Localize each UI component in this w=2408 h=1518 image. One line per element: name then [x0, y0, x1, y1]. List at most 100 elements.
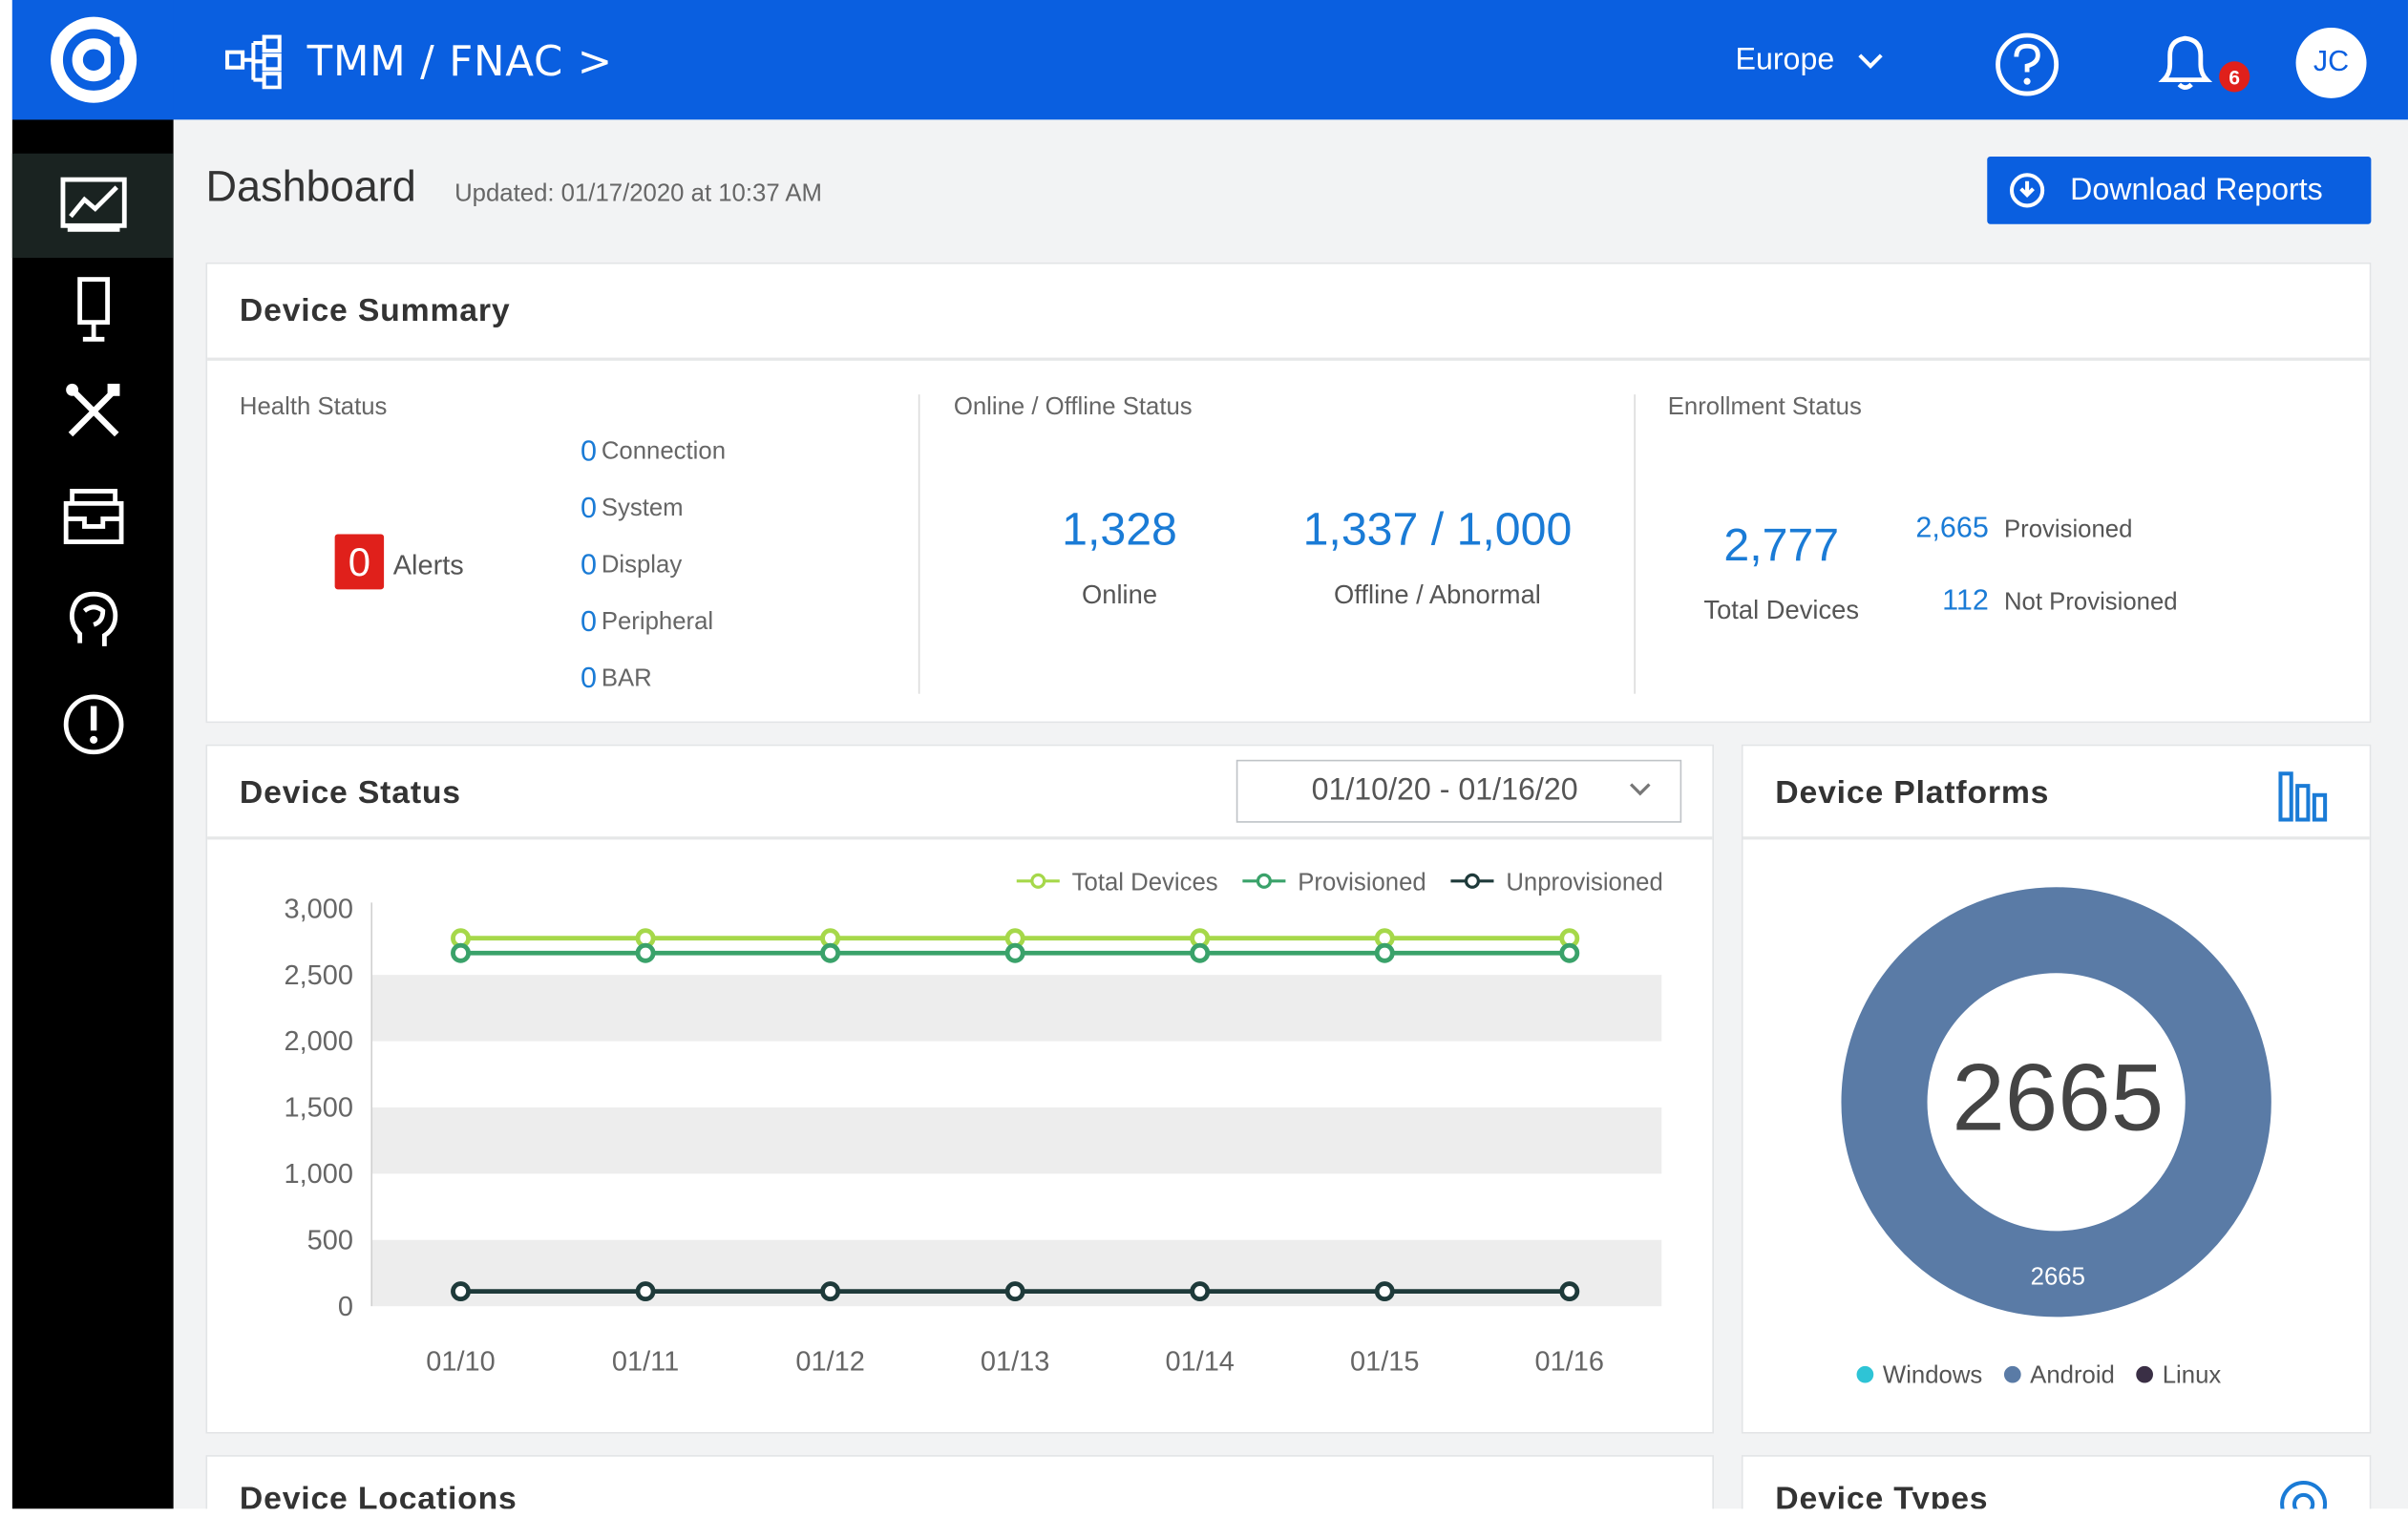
- notification-badge: 6: [2219, 61, 2250, 93]
- health-label: BAR: [601, 664, 652, 692]
- breadcrumb[interactable]: TMM / FNAC >: [224, 33, 613, 90]
- total-devices-count[interactable]: 2,777: [1723, 520, 1840, 572]
- grid-band: [371, 975, 1662, 1042]
- y-tick-label: 3,000: [284, 894, 352, 924]
- data-point[interactable]: [635, 1281, 656, 1302]
- total-devices-label: Total Devices: [1703, 595, 1860, 625]
- summary-divider: [918, 394, 920, 694]
- data-point[interactable]: [1374, 1281, 1395, 1302]
- help-icon[interactable]: [1994, 31, 2061, 98]
- health-label: Display: [601, 551, 683, 579]
- health-label: Peripheral: [601, 608, 714, 635]
- donut-segment-android[interactable]: [1841, 887, 2271, 1318]
- download-reports-button[interactable]: Download Reports: [1987, 156, 2372, 224]
- legend-marker: [1256, 873, 1272, 889]
- offline-count[interactable]: 1,337 / 1,000: [1302, 504, 1573, 556]
- sidebar: [11, 119, 174, 1509]
- provisioned-count[interactable]: 2,665: [1915, 512, 1989, 545]
- sidebar-item-dashboard[interactable]: [11, 153, 174, 259]
- x-tick-label: 01/10: [426, 1347, 495, 1378]
- not-provisioned-count[interactable]: 112: [1942, 584, 1989, 618]
- data-point[interactable]: [1374, 942, 1395, 963]
- health-count: 0: [580, 492, 597, 525]
- data-point[interactable]: [1004, 1281, 1025, 1302]
- sidebar-item-support[interactable]: [12, 568, 174, 672]
- y-tick-label: 2,500: [284, 960, 352, 991]
- device-platforms-header: Device Platforms: [1743, 746, 2370, 840]
- breadcrumb-text[interactable]: TMM / FNAC >: [306, 37, 613, 86]
- health-item-peripheral[interactable]: 0 Peripheral: [581, 594, 726, 650]
- bell-icon[interactable]: [2151, 28, 2219, 95]
- alert-icon: [62, 694, 123, 755]
- legend-dot: [1856, 1365, 1874, 1383]
- data-point[interactable]: [451, 1281, 471, 1302]
- app-logo-icon: [50, 16, 137, 103]
- enrollment-status-label: Enrollment Status: [1667, 394, 1862, 421]
- data-point[interactable]: [1190, 1281, 1211, 1302]
- donut-hole: [1929, 974, 2185, 1230]
- health-count: 0: [580, 548, 597, 581]
- sidebar-item-alerts[interactable]: [12, 672, 174, 776]
- data-point[interactable]: [1190, 942, 1211, 963]
- avatar[interactable]: JC: [2295, 27, 2367, 98]
- data-point[interactable]: [1004, 942, 1025, 963]
- x-tick-label: 01/12: [795, 1347, 864, 1378]
- legend-item-linux[interactable]: Linux: [2136, 1363, 2221, 1391]
- online-label: Online: [1081, 580, 1158, 610]
- platforms-donut-chart: [1841, 887, 2271, 1318]
- download-icon: [2009, 173, 2045, 208]
- legend-label[interactable]: Total Devices: [1072, 869, 1218, 896]
- bar-chart-icon[interactable]: [2277, 770, 2333, 823]
- support-icon: [69, 591, 117, 646]
- y-tick-label: 1,500: [284, 1093, 352, 1124]
- legend-label[interactable]: Unprovisioned: [1506, 869, 1662, 896]
- device-status-line-chart: 0 500 1,000 1,500 2,000 2,500 3,000 01/10 01/11 0…: [284, 869, 1662, 1378]
- device-status-header: Device Status 01/10/20 - 01/16/20: [207, 746, 1713, 840]
- x-tick-label: 01/15: [1350, 1347, 1419, 1378]
- sidebar-item-devices[interactable]: [12, 258, 174, 362]
- alerts-count-badge[interactable]: 0: [334, 534, 385, 590]
- legend-label[interactable]: Provisioned: [1298, 869, 1426, 896]
- app-logo[interactable]: [11, 0, 174, 120]
- sidebar-item-tools[interactable]: [12, 359, 174, 463]
- main-content: Dashboard Updated: 01/17/2020 at 10:37 A…: [173, 119, 2408, 1518]
- y-tick-label: 0: [338, 1292, 353, 1322]
- health-item-bar[interactable]: 0 BAR: [581, 651, 726, 707]
- data-point[interactable]: [635, 942, 656, 963]
- region-select[interactable]: Europe: [1735, 43, 1883, 78]
- device-platforms-card: Device Platforms 2665 2665 Windows Andro…: [1741, 744, 2372, 1434]
- download-reports-label: Download Reports: [2070, 172, 2323, 207]
- y-tick-label: 500: [307, 1225, 353, 1255]
- legend-item-windows[interactable]: Windows: [1856, 1363, 1982, 1391]
- provisioned-label: Provisioned: [2003, 517, 2133, 544]
- health-item-connection[interactable]: 0 Connection: [581, 424, 726, 480]
- health-count: 0: [580, 605, 597, 638]
- hierarchy-icon: [225, 34, 282, 90]
- sidebar-item-inbox[interactable]: [12, 464, 174, 568]
- device-icon: [76, 277, 110, 342]
- health-label: Connection: [601, 437, 727, 465]
- data-point[interactable]: [1559, 942, 1580, 963]
- legend-item-android[interactable]: Android: [2003, 1363, 2115, 1391]
- data-point[interactable]: [820, 942, 841, 963]
- platforms-legend: Windows Android Linux: [1856, 1363, 2221, 1391]
- tools-icon: [65, 383, 119, 437]
- legend-dot: [2003, 1365, 2021, 1383]
- health-count: 0: [580, 662, 597, 695]
- health-status-label: Health Status: [239, 394, 388, 421]
- date-range-select[interactable]: 01/10/20 - 01/16/20: [1236, 759, 1682, 823]
- data-point[interactable]: [451, 942, 471, 963]
- health-item-display[interactable]: 0 Display: [581, 538, 726, 594]
- device-locations-card: Device Locations: [205, 1455, 1714, 1518]
- health-item-system[interactable]: 0 System: [581, 480, 726, 537]
- online-status-label: Online / Offline Status: [953, 394, 1193, 421]
- health-count: 0: [580, 434, 597, 468]
- inbox-icon: [62, 489, 123, 544]
- online-count[interactable]: 1,328: [1062, 504, 1177, 556]
- legend-dot: [2136, 1365, 2154, 1383]
- data-point[interactable]: [820, 1281, 841, 1302]
- legend-label: Linux: [2162, 1362, 2222, 1389]
- top-bar: TMM / FNAC > Europe 6 JC: [11, 0, 2408, 120]
- page-title: Dashboard: [205, 162, 416, 211]
- data-point[interactable]: [1559, 1281, 1580, 1302]
